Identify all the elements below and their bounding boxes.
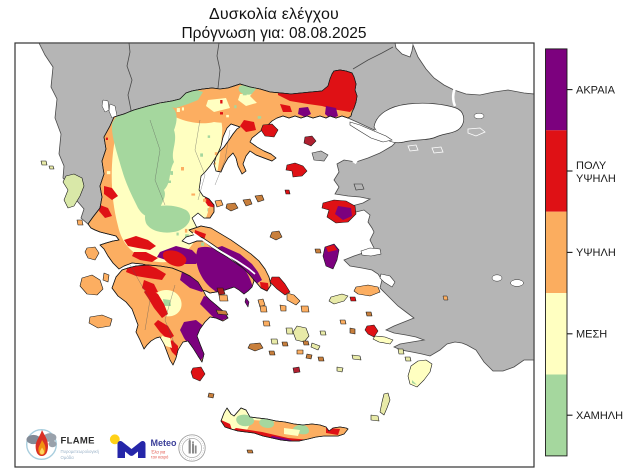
svg-text:FLAME: FLAME: [61, 436, 95, 447]
svg-text:ΜΕΣΗ: ΜΕΣΗ: [576, 329, 607, 341]
svg-text:Πυρομετεωρολογική: Πυρομετεωρολογική: [61, 449, 100, 454]
svg-text:Δυσκολία ελέγχου: Δυσκολία ελέγχου: [209, 6, 339, 23]
svg-text:ΑΚΡΑΙΑ: ΑΚΡΑΙΑ: [576, 84, 616, 96]
svg-text:ΧΑΜΗΛΗ: ΧΑΜΗΛΗ: [576, 410, 623, 422]
svg-text:τον καιρό: τον καιρό: [151, 454, 169, 459]
svg-text:ΥΨΗΛΗ: ΥΨΗΛΗ: [576, 173, 616, 185]
svg-text:Ομάδα: Ομάδα: [61, 455, 75, 460]
svg-text:ΥΨΗΛΗ: ΥΨΗΛΗ: [576, 247, 616, 259]
svg-text:ΠΟΛΥ: ΠΟΛΥ: [576, 160, 607, 172]
svg-text:Πρόγνωση για: 08.08.2025: Πρόγνωση για: 08.08.2025: [181, 25, 366, 42]
svg-text:Έλα για: Έλα για: [150, 449, 166, 454]
svg-text:Meteo: Meteo: [151, 438, 178, 448]
